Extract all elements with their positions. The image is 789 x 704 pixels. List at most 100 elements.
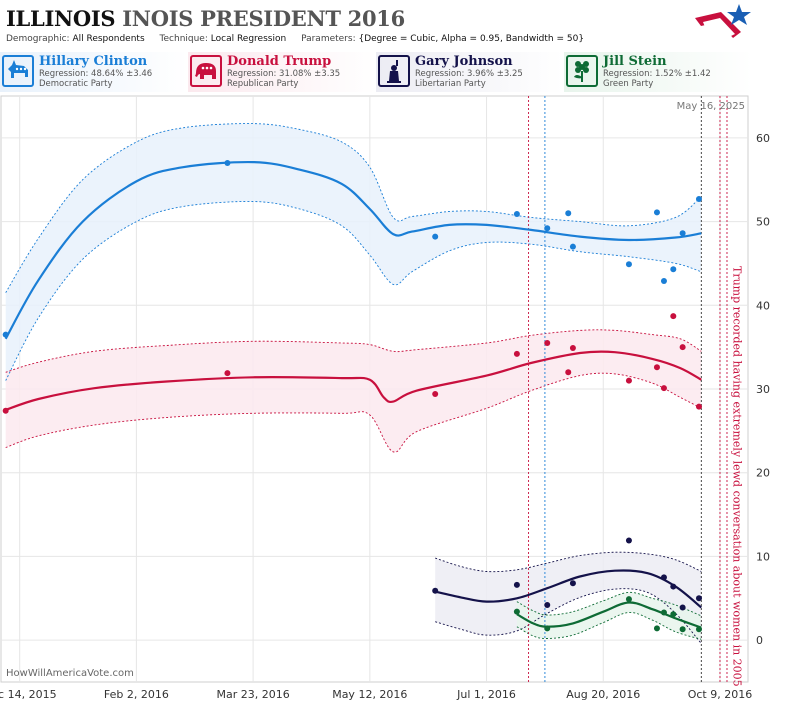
candidate-party: Green Party [603, 79, 654, 89]
poll-point [670, 611, 677, 618]
title-state: ILLINOIS [6, 6, 116, 31]
x-tick-label: May 12, 2016 [332, 688, 407, 701]
y-tick-label: 10 [756, 550, 770, 563]
poll-point [670, 313, 677, 320]
demographic-value: All Respondents [72, 34, 145, 44]
poll-point [513, 211, 520, 218]
poll-point [653, 364, 660, 371]
poll-point [625, 596, 632, 603]
poll-point [670, 266, 677, 273]
x-tick-label: Dec 14, 2015 [0, 688, 57, 701]
candidate-party: Libertarian Party [415, 79, 486, 89]
technique-label: Technique: [159, 34, 208, 44]
candidate-name: Hillary Clinton [39, 54, 148, 69]
lower-bound-line [5, 201, 702, 381]
poll-point [679, 344, 686, 351]
poll-point [625, 261, 632, 268]
x-tick-label: Oct 9, 2016 [688, 688, 753, 701]
parameters-value: {Degree = Cubic, Alpha = 0.95, Bandwidth… [358, 34, 585, 44]
candidate-legend: Hillary Clinton Regression: 48.64% ±3.46… [0, 52, 789, 94]
poll-point [224, 159, 231, 166]
trend-line [516, 601, 702, 629]
poll-point [2, 407, 9, 414]
poll-point [432, 587, 439, 594]
y-tick-label: 20 [756, 467, 770, 480]
poll-point [544, 339, 551, 346]
parameters-line: Demographic: All Respondents Technique: … [6, 34, 596, 44]
upper-bound-line [5, 329, 702, 373]
poll-point [569, 243, 576, 250]
poll-point [544, 601, 551, 608]
poll-point [660, 385, 667, 392]
poll-point [544, 625, 551, 632]
candidate-card-stein[interactable]: Jill Stein Regression: 1.52% ±1.42 Green… [564, 52, 752, 92]
poll-point [513, 350, 520, 357]
publish-date: May 16, 2025 [676, 101, 745, 112]
poll-point [625, 377, 632, 384]
candidate-party: Democratic Party [39, 79, 113, 89]
poll-point [565, 369, 572, 376]
x-tick-label: Mar 23, 2016 [216, 688, 289, 701]
candidate-card-johnson[interactable]: Gary Johnson Regression: 3.96% ±3.25 Lib… [376, 52, 564, 92]
y-tick-label: 60 [756, 132, 770, 145]
title-rest: INOIS PRESIDENT 2016 [122, 6, 405, 31]
poll-point [569, 580, 576, 587]
elephant-icon [190, 55, 222, 87]
poll-point [660, 609, 667, 616]
event-annotation: Trump recorded having extremely lewd con… [730, 266, 743, 687]
candidate-name: Gary Johnson [415, 54, 513, 69]
upper-bound-line [516, 591, 702, 617]
trend-line [4, 160, 702, 340]
lower-bound-line [5, 372, 702, 453]
donkey-icon [2, 55, 34, 87]
x-tick-label: Jul 1, 2016 [456, 688, 516, 701]
poll-point [660, 278, 667, 285]
upper-bound-line [5, 123, 702, 293]
flower-icon [566, 55, 598, 87]
poll-point [569, 344, 576, 351]
x-tick-label: Aug 20, 2016 [566, 688, 640, 701]
poll-point [695, 595, 702, 602]
candidate-regression: Regression: 1.52% ±1.42 [603, 69, 711, 79]
y-tick-label: 50 [756, 216, 770, 229]
poll-point [513, 581, 520, 588]
parameters-label: Parameters: [301, 34, 356, 44]
poll-point [653, 209, 660, 216]
poll-point [660, 574, 667, 581]
poll-point [670, 583, 677, 590]
y-tick-label: 0 [756, 634, 763, 647]
confidence-band [5, 123, 702, 381]
confidence-band [516, 592, 702, 640]
candidate-card-clinton[interactable]: Hillary Clinton Regression: 48.64% ±3.46… [0, 52, 188, 92]
poll-point [679, 626, 686, 633]
poll-point [565, 210, 572, 217]
poll-point [695, 626, 702, 633]
technique-value: Local Regression [210, 34, 287, 44]
poll-point [432, 233, 439, 240]
confidence-band [5, 329, 702, 453]
candidate-card-trump[interactable]: Donald Trump Regression: 31.08% ±3.35 Re… [188, 52, 376, 92]
page-title: ILLINOIS INOIS PRESIDENT 2016 [6, 6, 405, 31]
candidate-regression: Regression: 3.96% ±3.25 [415, 69, 523, 79]
poll-point [679, 230, 686, 237]
poll-point [432, 391, 439, 398]
poll-point [679, 604, 686, 611]
site-logo-icon [695, 4, 751, 38]
candidate-regression: Regression: 31.08% ±3.35 [227, 69, 341, 79]
poll-point [2, 331, 9, 338]
trend-line [5, 350, 702, 411]
liberty-statue-icon [378, 55, 410, 87]
candidate-party: Republican Party [227, 79, 299, 89]
poll-point [695, 403, 702, 410]
candidate-name: Jill Stein [603, 54, 667, 69]
x-tick-label: Feb 2, 2016 [104, 688, 169, 701]
poll-point [653, 625, 660, 632]
poll-point [544, 225, 551, 232]
chart-header: ILLINOIS INOIS PRESIDENT 2016 Demographi… [0, 0, 789, 50]
poll-point [625, 537, 632, 544]
candidate-regression: Regression: 48.64% ±3.46 [39, 69, 153, 79]
candidate-name: Donald Trump [227, 54, 332, 69]
poll-point [695, 195, 702, 202]
demographic-label: Demographic: [6, 34, 70, 44]
